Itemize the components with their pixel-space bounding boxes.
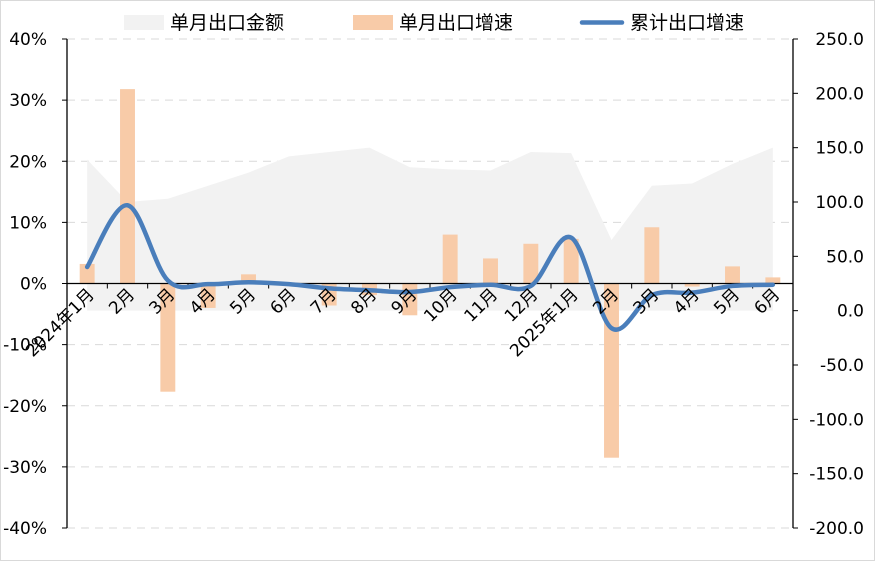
line-series [84, 203, 776, 332]
left-tick-label: 20% [9, 152, 47, 172]
bar-15 [684, 283, 700, 287]
bar-17 [765, 277, 781, 284]
legend-swatch-bar [353, 15, 393, 30]
right-tick-label: -200.0 [809, 519, 864, 539]
legend-label-line: 累计出口增速 [630, 12, 744, 34]
left-tick-label: -10% [3, 336, 47, 356]
bar-0 [79, 263, 95, 284]
right-tick-label: -100.0 [809, 410, 864, 430]
right-tick-label: -50.0 [820, 356, 864, 376]
left-tick-label: -40% [3, 519, 47, 539]
legend: 单月出口金额 单月出口增速 累计出口增速 [124, 12, 744, 34]
area-single-month-amount [87, 147, 773, 311]
line-cumulative-growth [84, 203, 776, 332]
legend-label-area: 单月出口金额 [170, 12, 284, 34]
left-tick-label: -30% [3, 458, 47, 478]
bar-14 [644, 227, 660, 284]
bar-3 [200, 283, 216, 308]
bar-4 [241, 274, 256, 284]
right-tick-label: 100.0 [815, 193, 864, 213]
left-tick-label: 40% [9, 30, 47, 50]
right-tick-label: 150.0 [815, 139, 864, 159]
bar-10 [483, 258, 498, 284]
left-tick-label: 30% [9, 91, 47, 111]
legend-swatch-area [124, 15, 164, 30]
right-tick-label: -150.0 [809, 465, 864, 485]
bar-9 [442, 234, 458, 284]
legend-label-bar: 单月出口增速 [399, 12, 513, 34]
right-tick-label: 0.0 [837, 302, 864, 322]
bar-16 [725, 266, 740, 284]
bar-12 [563, 238, 579, 284]
bar-11 [523, 243, 539, 284]
right-axis-ticks: -200.0 -150.0 -100.0 -50.0 0.0 50.0 100.0 150.0… [809, 30, 864, 539]
area-series [87, 147, 773, 311]
right-tick-label: 200.0 [815, 84, 864, 104]
right-tick-label: 250.0 [815, 30, 864, 50]
left-tick-label: 0% [20, 275, 47, 295]
left-tick-label: -20% [3, 397, 47, 417]
left-axis-ticks: -40% -30% -20% -10% 0% 10% 20% 30% 40% [3, 30, 47, 539]
bar-1 [120, 89, 135, 284]
left-tick-label: 10% [9, 213, 47, 233]
bar-2 [160, 283, 176, 392]
right-tick-label: 50.0 [826, 247, 864, 267]
